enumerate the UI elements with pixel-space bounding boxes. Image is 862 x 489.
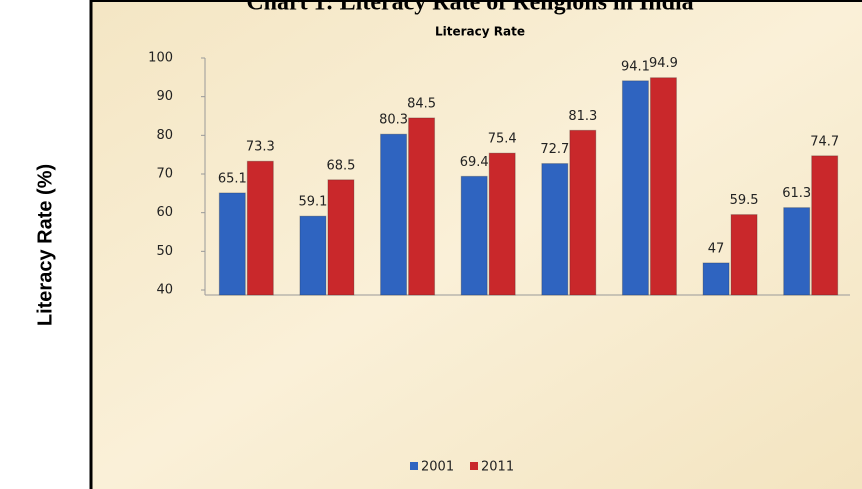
data-label: 94.1 [621,59,650,74]
bar [408,117,436,296]
data-label: 94.9 [649,56,678,71]
legend-swatch [470,462,478,470]
data-label: 72.7 [540,142,569,157]
legend-label: 2011 [481,460,514,475]
bar [380,133,408,296]
data-label: 69.4 [460,155,489,170]
y-axis-label: Literacy Rate (%) [34,164,56,326]
bar [569,129,597,296]
data-label: 61.3 [782,186,811,201]
bar [327,179,355,296]
chart-title: Chart 1: Literacy Rate of Religions in I… [246,0,693,16]
data-label: 65.1 [218,171,247,186]
y-tick-label: 60 [156,205,173,220]
bar [218,192,246,296]
y-tick-label: 40 [156,283,173,298]
data-label: 81.3 [568,109,597,124]
bar [730,214,758,296]
y-tick-label: 50 [156,244,173,259]
legend-label: 2001 [421,460,454,475]
y-tick-label: 100 [148,51,173,66]
bar [621,80,649,296]
bar [702,262,730,296]
data-label: 74.7 [810,134,839,149]
bar [541,163,569,296]
bar [460,175,488,296]
chart-subtitle: Literacy Rate [435,25,525,39]
bar [488,152,516,296]
y-tick-label: 70 [156,167,173,182]
data-label: 73.3 [246,140,275,155]
data-label: 68.5 [326,158,355,173]
legend-swatch [410,462,418,470]
data-label: 80.3 [379,113,408,128]
y-tick-label: 80 [156,128,173,143]
bar [246,160,274,296]
data-label: 84.5 [407,96,436,111]
y-tick-label: 90 [156,89,173,104]
bar [649,77,677,296]
bar [299,215,327,296]
bar [783,207,811,296]
bar [811,155,839,296]
data-label: 59.5 [730,193,759,208]
data-label: 75.4 [488,132,517,147]
data-label: 59.1 [298,195,327,210]
data-label: 47 [708,241,725,256]
